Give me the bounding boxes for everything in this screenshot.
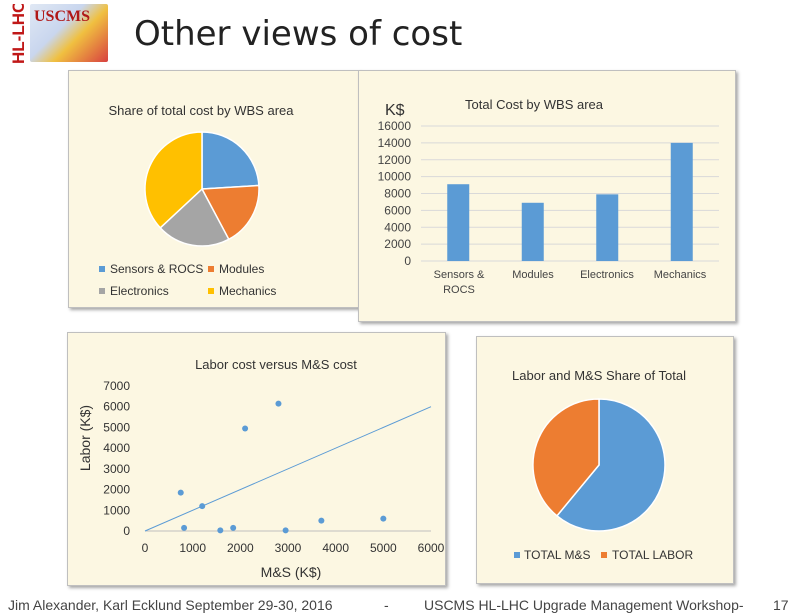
bar-ytick-5: 10000 xyxy=(378,170,412,184)
labor-ms-share-panel: Labor and M&S Share of Total TOTAL M&S T… xyxy=(476,336,734,584)
wbs-share-title: Share of total cost by WBS area xyxy=(109,103,295,118)
hl-lhc-logo: HL-LHC xyxy=(9,4,28,64)
legend-label-total-labor: TOTAL LABOR xyxy=(612,548,693,562)
scatter-trendline xyxy=(144,406,432,532)
scatter-xticks: 0 1000 2000 3000 4000 5000 6000 xyxy=(142,541,445,555)
footer-authors: Jim Alexander, Karl Ecklund September 29… xyxy=(8,597,333,613)
scatter-point-9 xyxy=(380,515,387,522)
pie-slice-mechanics xyxy=(144,131,203,229)
bar-ytick-3: 6000 xyxy=(384,203,411,217)
scatter-point-3 xyxy=(217,527,224,534)
wbs-total-title: Total Cost by WBS area xyxy=(465,97,604,112)
legend-swatch-total-ms xyxy=(514,552,520,558)
wbs-share-panel: Share of total cost by WBS area Sensors … xyxy=(68,70,360,308)
scatter-xtick-5: 5000 xyxy=(370,541,397,555)
legend-swatch-sensors xyxy=(99,266,105,272)
pie-slice-sensors xyxy=(201,131,260,190)
xtick-mechanics: Mechanics xyxy=(654,269,707,281)
wbs-share-chart: Share of total cost by WBS area Sensors … xyxy=(99,103,295,298)
scatter-xtick-6: 6000 xyxy=(418,541,445,555)
xtick-sensors-line1: Sensors & xyxy=(434,269,485,281)
bar-ytick-2: 4000 xyxy=(384,220,411,234)
pie-slice-electronics xyxy=(159,187,230,247)
bar-ytick-8: 16000 xyxy=(378,119,412,133)
xtick-electronics: Electronics xyxy=(580,269,634,281)
scatter-point-4 xyxy=(230,524,237,531)
scatter-xtick-2: 2000 xyxy=(227,541,254,555)
scatter-title: Labor cost versus M&S cost xyxy=(195,357,357,372)
legend-swatch-electronics xyxy=(99,288,105,294)
wbs-total-gridlines xyxy=(421,125,719,262)
scatter-point-8 xyxy=(318,517,325,524)
scatter-ytick-7: 7000 xyxy=(103,379,130,393)
bar-modules xyxy=(521,202,544,261)
uscms-logo xyxy=(30,4,108,62)
labor-ms-title: Labor and M&S Share of Total xyxy=(512,368,686,383)
xtick-sensors-line2: ROCS xyxy=(443,284,475,296)
scatter-ylabel: Labor (K$) xyxy=(77,405,93,471)
pie-slice-total-ms xyxy=(555,398,666,532)
labor-ms-pie xyxy=(532,398,666,532)
pie-slice-modules xyxy=(200,184,260,241)
bar-ytick-0: 0 xyxy=(404,254,411,268)
legend-label-total-ms: TOTAL M&S xyxy=(524,548,590,562)
wbs-total-bars xyxy=(447,142,693,261)
scatter-xtick-1: 1000 xyxy=(179,541,206,555)
scatter-ytick-5: 5000 xyxy=(103,420,130,434)
scatter-point-0 xyxy=(177,489,184,496)
wbs-total-ylabel: K$ xyxy=(385,102,405,119)
legend-label-modules: Modules xyxy=(219,262,264,276)
scatter-ytick-6: 6000 xyxy=(103,400,130,414)
labor-ms-legend: TOTAL M&S TOTAL LABOR xyxy=(514,548,693,562)
scatter-point-6 xyxy=(275,400,282,407)
wbs-total-xticks: Sensors & ROCS Modules Electronics Mecha… xyxy=(434,269,707,296)
bar-ytick-1: 2000 xyxy=(384,237,411,251)
scatter-ytick-1: 1000 xyxy=(103,503,130,517)
scatter-xlabel: M&S (K$) xyxy=(261,564,322,580)
legend-swatch-modules xyxy=(208,266,214,272)
scatter-ytick-0: 0 xyxy=(123,524,130,538)
labor-vs-ms-chart: Labor cost versus M&S cost Labor (K$) M&… xyxy=(77,357,445,580)
labor-ms-share-chart: Labor and M&S Share of Total TOTAL M&S T… xyxy=(512,368,693,562)
wbs-total-yticks: 0 2000 4000 6000 8000 10000 12000 14000 16000 xyxy=(378,119,412,268)
wbs-total-chart: Total Cost by WBS area K$ 0 2000 4000 6000 8… xyxy=(378,97,719,296)
scatter-xtick-3: 3000 xyxy=(275,541,302,555)
legend-label-electronics: Electronics xyxy=(110,284,169,298)
scatter-trend-line xyxy=(144,406,432,532)
uscms-logo-text: USCMS xyxy=(34,8,91,25)
xtick-modules: Modules xyxy=(512,269,554,281)
bar-sensors xyxy=(447,184,470,261)
wbs-total-panel: Total Cost by WBS area K$ 0 2000 4000 6000 8… xyxy=(358,70,736,322)
scatter-point-2 xyxy=(199,503,206,510)
footer-workshop: USCMS HL-LHC Upgrade Management Workshop… xyxy=(424,597,744,613)
page-title: Other views of cost xyxy=(134,14,463,54)
scatter-point-7 xyxy=(282,527,289,534)
legend-label-sensors: Sensors & ROCS xyxy=(110,262,203,276)
scatter-point-1 xyxy=(181,524,188,531)
scatter-xtick-4: 4000 xyxy=(322,541,349,555)
scatter-yticks: 0 1000 2000 3000 4000 5000 6000 7000 xyxy=(103,379,130,538)
bar-ytick-6: 12000 xyxy=(378,153,412,167)
wbs-share-pie xyxy=(144,131,260,247)
wbs-share-legend: Sensors & ROCS Modules Electronics Mecha… xyxy=(99,262,276,298)
scatter-ytick-3: 3000 xyxy=(103,462,130,476)
legend-label-mechanics: Mechanics xyxy=(219,284,276,298)
bar-ytick-4: 8000 xyxy=(384,187,411,201)
scatter-ytick-4: 4000 xyxy=(103,441,130,455)
hl-lhc-logo-text: HL-LHC xyxy=(9,4,28,64)
legend-swatch-mechanics xyxy=(208,288,214,294)
scatter-points xyxy=(177,400,387,534)
scatter-point-5 xyxy=(242,425,249,432)
footer-page-number: 17 xyxy=(773,597,789,613)
scatter-xtick-0: 0 xyxy=(142,541,149,555)
bar-ytick-7: 14000 xyxy=(378,136,412,150)
pie-slice-total-labor xyxy=(532,398,600,517)
scatter-ytick-2: 2000 xyxy=(103,483,130,497)
footer-dash: - xyxy=(384,597,389,613)
legend-swatch-total-labor xyxy=(601,552,607,558)
bar-electronics xyxy=(596,194,619,261)
labor-vs-ms-panel: Labor cost versus M&S cost Labor (K$) M&… xyxy=(67,332,446,586)
bar-mechanics xyxy=(670,142,693,261)
